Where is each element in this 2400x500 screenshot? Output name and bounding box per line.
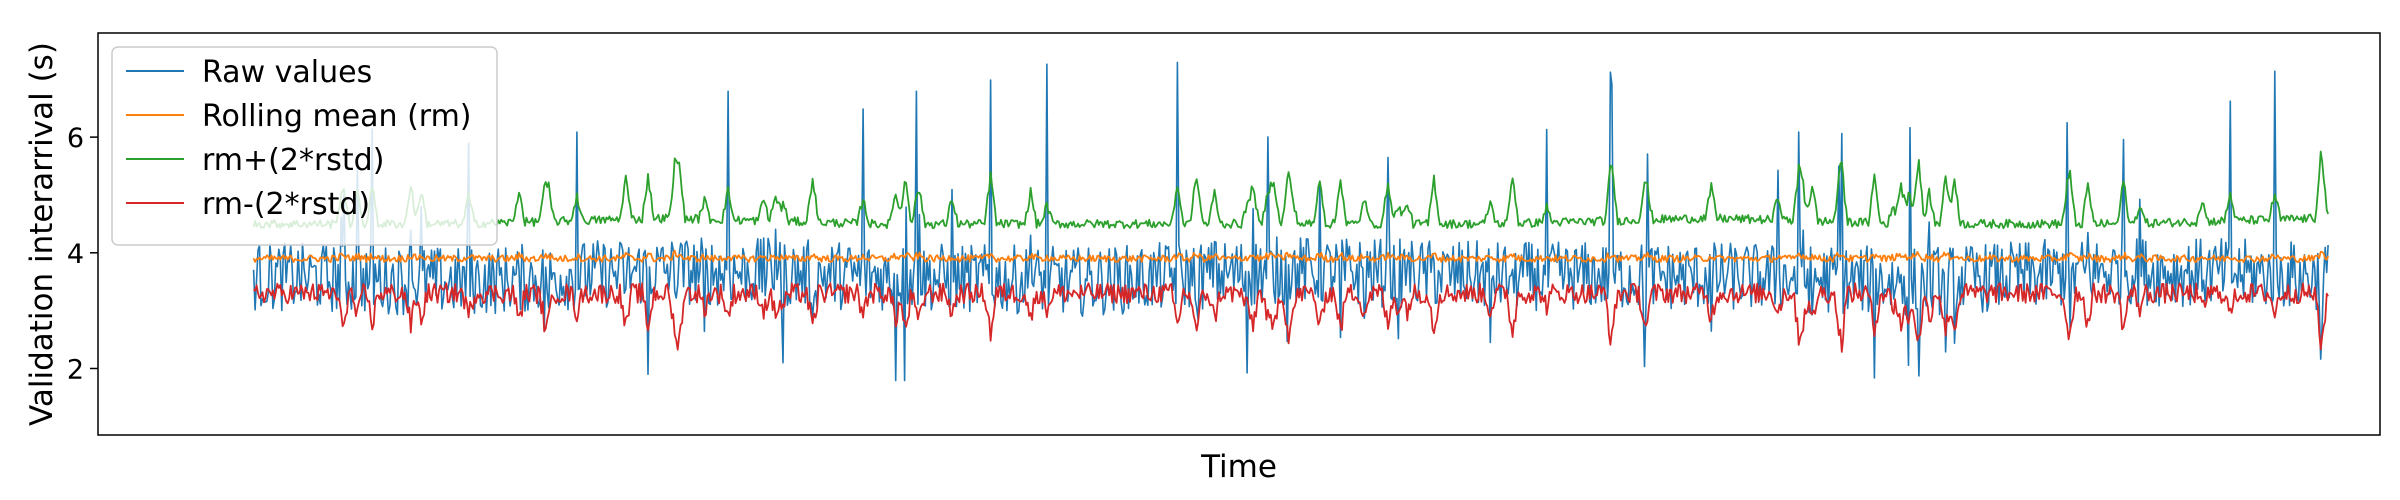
legend-item-raw-values: Raw values: [126, 55, 372, 90]
y-tick-label: 4: [67, 239, 84, 270]
y-tick-label: 6: [67, 123, 84, 154]
plot-lines: [252, 61, 2329, 382]
series-line-rolling-mean: [252, 249, 2329, 263]
legend-item-rolling-mean: Rolling mean (rm): [126, 99, 472, 134]
legend: Raw values Rolling mean (rm) rm+(2*rstd) rm…: [111, 46, 498, 246]
legend-item-upper-band: rm+(2*rstd): [126, 143, 384, 178]
y-axis-ticks: 2 4 6: [67, 123, 98, 385]
legend-label: Rolling mean (rm): [202, 99, 472, 134]
y-tick-label: 2: [67, 354, 84, 385]
legend-label: rm+(2*rstd): [202, 143, 384, 178]
legend-entries: Raw values Rolling mean (rm) rm+(2*rstd) rm…: [126, 55, 472, 222]
plot-frame: [97, 32, 2381, 436]
y-axis-label: Validation interarrival (s): [24, 42, 60, 426]
series-line-lower-band: [253, 282, 2329, 353]
series-line-upper-band: [252, 150, 2329, 230]
legend-label: rm-(2*rstd): [202, 187, 370, 222]
legend-box: [111, 46, 498, 246]
legend-label: Raw values: [202, 55, 372, 90]
legend-item-lower-band: rm-(2*rstd): [126, 187, 370, 222]
x-axis-label: Time: [1200, 449, 1277, 485]
